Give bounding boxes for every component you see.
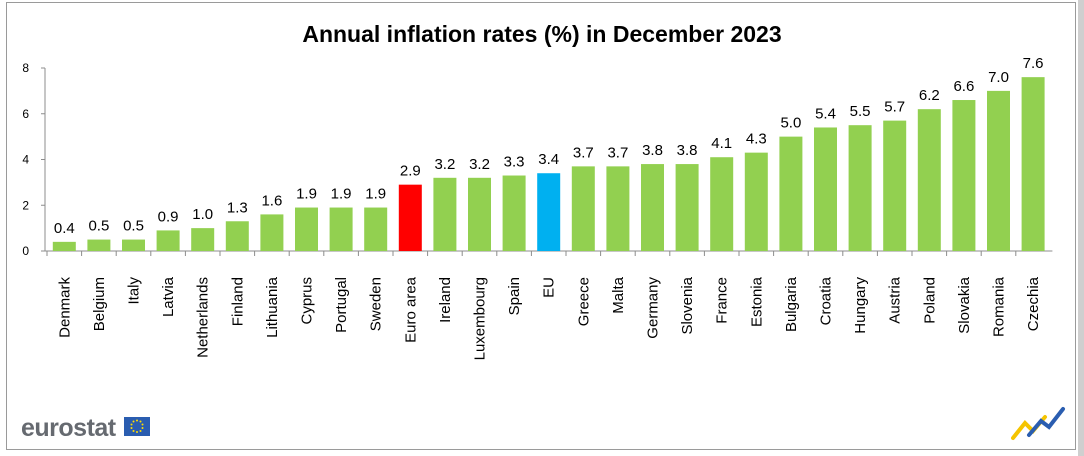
bar-ireland [433,177,457,251]
category-label: Latvia [160,276,177,317]
bar-chart: 0 2 4 6 8 0.4 Denmark 0.5 Belgium 0.5 Italy 0.9 Latv… [22,55,1053,360]
value-label: 4.1 [711,135,732,152]
value-label: 3.7 [607,144,628,161]
value-label: 5.0 [780,115,801,132]
value-label: 4.3 [746,131,767,148]
bar-cyprus [295,207,318,251]
bar-croatia [814,127,837,251]
bar-belgium [87,239,111,251]
bar-spain [502,175,526,251]
value-label: 1.0 [192,206,213,223]
eurostat-mark-icon [1011,407,1065,440]
chart-title: Annual inflation rates (%) in December 2… [302,21,782,47]
bar-portugal [329,207,353,251]
bar-italy [122,239,145,251]
bar-austria [883,120,907,251]
value-label: 3.4 [538,151,559,168]
y-tick-label: 6 [22,107,29,121]
y-tick-label: 0 [22,244,29,258]
value-label: 3.8 [642,142,663,159]
category-label: Austria [887,276,904,323]
value-label: 1.9 [365,186,386,203]
category-label: EU [541,277,558,298]
bar-germany [641,164,664,251]
value-label: 0.5 [88,218,109,235]
category-label: Finland [229,277,246,326]
eu-flag-icon [124,417,150,436]
window-edge [1078,0,1084,456]
value-label: 3.2 [469,156,490,173]
category-label: Hungary [852,277,869,334]
category-label: Denmark [56,277,73,338]
category-label: Germany [645,277,662,339]
bar-bulgaria [779,136,803,251]
bar-denmark [52,241,76,251]
bar-slovakia [952,100,976,252]
category-label: Croatia [818,276,835,325]
category-label: Bulgaria [783,276,800,332]
value-label: 5.5 [850,103,871,120]
bar-hungary [848,125,872,251]
bar-czechia [1021,77,1045,252]
category-label: Euro area [402,276,419,343]
bar-eu [537,173,561,251]
category-label: Luxembourg [472,277,489,360]
category-label: Estonia [748,276,765,327]
value-label: 0.4 [54,220,75,237]
eurostat-logo: eurostat [21,414,116,442]
category-label: Lithuania [264,276,281,338]
value-label: 5.7 [884,99,905,116]
bar-euro-area [398,184,422,251]
category-label: Slovenia [679,276,696,334]
y-tick-label: 2 [22,198,29,212]
value-label: 0.9 [158,208,179,225]
value-label: 5.4 [815,105,836,122]
value-label: 3.8 [677,142,698,159]
bar-lithuania [260,214,284,251]
category-label: France [714,277,731,324]
value-label: 2.9 [400,163,421,180]
category-label: Ireland [437,277,454,323]
value-label: 6.2 [919,87,940,104]
value-label: 7.6 [1023,55,1044,72]
bar-romania [987,90,1010,251]
y-tick-label: 8 [22,61,29,75]
bar-netherlands [191,228,215,251]
category-label: Italy [126,277,143,305]
category-label: Greece [575,277,592,326]
bar-malta [606,166,630,251]
category-label: Czechia [1025,276,1042,331]
category-label: Slovakia [956,276,973,333]
value-label: 3.2 [434,156,455,173]
bar-finland [225,221,249,251]
category-label: Spain [506,277,523,315]
category-label: Poland [921,277,938,324]
category-label: Cyprus [299,277,316,325]
chart-frame: Annual inflation rates (%) in December 2… [6,2,1076,450]
bar-estonia [744,152,768,251]
category-label: Malta [610,276,627,313]
bar-sweden [364,207,388,251]
bar-latvia [156,230,180,251]
value-label: 1.9 [296,186,317,203]
value-label: 6.6 [953,78,974,95]
value-label: 7.0 [988,69,1009,86]
category-label: Portugal [333,277,350,333]
bar-luxembourg [468,177,491,251]
category-label: Belgium [91,277,108,331]
bar-greece [571,166,595,251]
category-label: Sweden [368,277,385,331]
value-label: 1.9 [331,186,352,203]
bar-slovenia [675,164,699,251]
category-label: Romania [991,276,1008,337]
category-label: Netherlands [195,277,212,358]
value-label: 1.3 [227,199,248,216]
bar-poland [917,109,941,251]
value-label: 3.3 [504,154,525,171]
y-tick-label: 4 [22,153,29,167]
value-label: 0.5 [123,218,144,235]
bar-france [710,157,734,251]
value-label: 1.6 [261,192,282,209]
value-label: 3.7 [573,144,594,161]
